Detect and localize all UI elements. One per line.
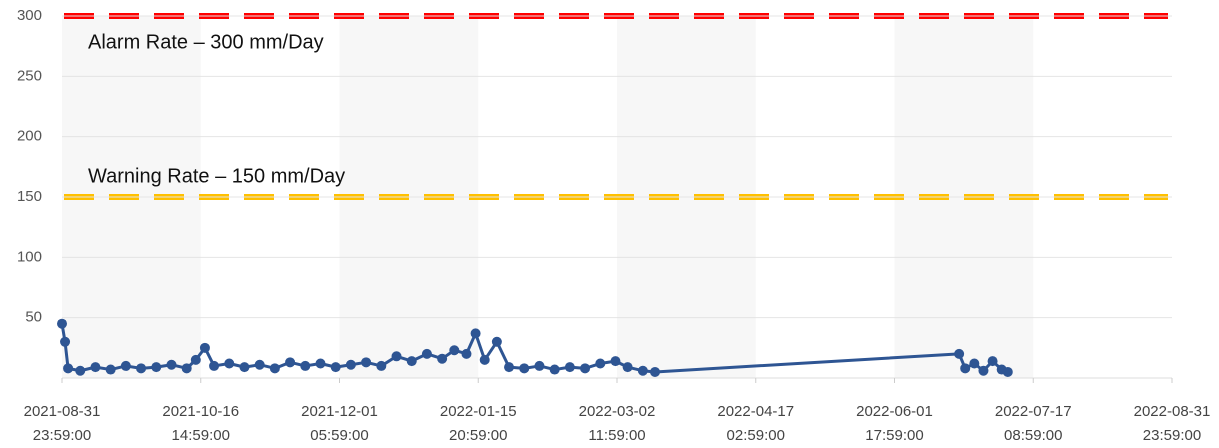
data-point: [504, 362, 515, 373]
y-tick-label: 100: [17, 248, 42, 265]
data-point: [63, 363, 74, 374]
data-point: [181, 363, 192, 374]
data-point: [254, 359, 265, 370]
data-point: [534, 360, 545, 371]
data-point: [622, 362, 633, 373]
data-point: [300, 360, 311, 371]
data-point: [549, 364, 560, 375]
data-point: [519, 363, 530, 374]
data-point: [269, 363, 280, 374]
data-point: [610, 356, 621, 367]
data-point: [57, 318, 68, 329]
data-point: [650, 366, 661, 377]
data-point: [960, 363, 971, 374]
data-point: [105, 364, 116, 375]
data-line: [60, 323, 1009, 374]
data-point: [969, 358, 980, 369]
data-point: [987, 356, 998, 367]
data-point: [345, 359, 356, 370]
data-point: [421, 348, 432, 359]
y-tick-label: 250: [17, 67, 42, 84]
data-point: [285, 357, 296, 368]
data-point: [637, 365, 648, 376]
x-tick-label: 2021-10-16 14:59:00: [162, 403, 239, 444]
data-point: [461, 348, 472, 359]
x-tick-label: 2022-06-01 17:59:00: [856, 403, 933, 444]
y-tick-label: 150: [17, 188, 42, 205]
y-tick-label: 300: [17, 7, 42, 24]
x-tick-label: 2022-07-17 08:59:00: [995, 403, 1072, 444]
data-point: [239, 362, 250, 373]
data-point: [449, 345, 460, 356]
y-tick-label: 200: [17, 128, 42, 145]
data-point: [437, 353, 448, 364]
data-point: [470, 328, 481, 339]
x-tick-label: 2022-04-17 02:59:00: [717, 403, 794, 444]
threshold-label: Alarm Rate – 300 mm/Day: [88, 31, 324, 53]
data-point: [1002, 366, 1013, 377]
data-point: [330, 362, 341, 373]
x-tick-label: 2022-03-02 11:59:00: [579, 403, 656, 444]
data-point: [406, 356, 417, 367]
data-point: [361, 357, 372, 368]
data-point: [315, 358, 326, 369]
data-point: [120, 360, 131, 371]
data-point: [199, 342, 210, 353]
x-tick-label: 2022-01-15 20:59:00: [440, 403, 517, 444]
data-point: [376, 360, 387, 371]
x-tick-label: 2022-08-31 23:59:00: [1134, 403, 1211, 444]
data-point: [978, 365, 989, 376]
data-point: [75, 365, 86, 376]
data-point: [151, 362, 162, 373]
data-point: [209, 360, 220, 371]
data-point: [190, 354, 201, 365]
y-tick-label: 50: [25, 309, 42, 326]
data-point: [491, 336, 502, 347]
data-point: [479, 354, 490, 365]
data-point: [580, 363, 591, 374]
data-point: [224, 358, 235, 369]
data-point: [136, 363, 147, 374]
threshold-label: Warning Rate – 150 mm/Day: [88, 165, 345, 187]
data-point: [166, 359, 177, 370]
x-tick-label: 2021-12-01 05:59:00: [301, 403, 378, 444]
data-point: [564, 362, 575, 373]
data-point: [954, 348, 965, 359]
data-point: [595, 358, 606, 369]
data-point: [60, 336, 71, 347]
x-tick-label: 2021-08-31 23:59:00: [24, 403, 101, 444]
data-point: [90, 362, 101, 373]
data-point: [391, 351, 402, 362]
